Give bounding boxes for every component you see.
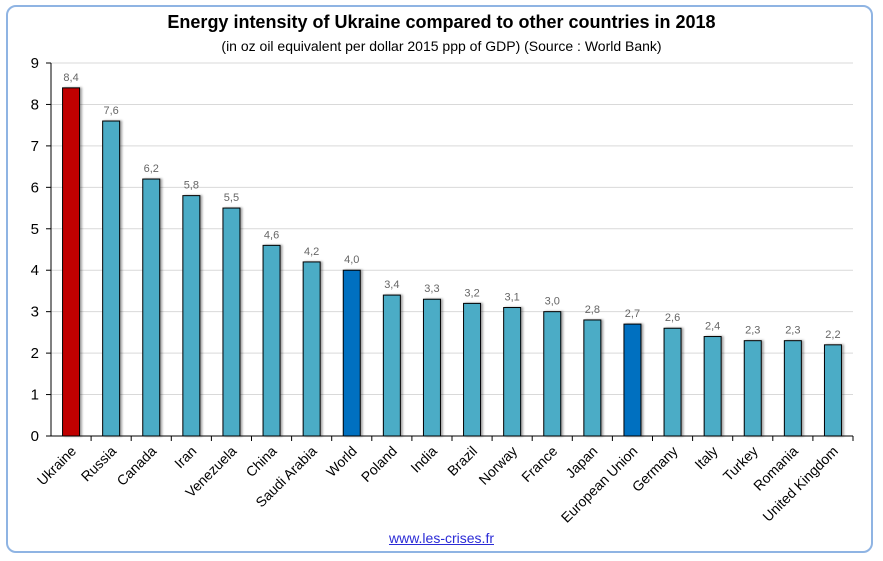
data-label: 5,5 bbox=[224, 192, 239, 204]
bar-japan bbox=[583, 319, 602, 437]
y-tick-label: 4 bbox=[31, 262, 39, 279]
bar-iran bbox=[182, 195, 201, 437]
bar-world bbox=[342, 269, 361, 437]
category-label: Brazil bbox=[444, 443, 480, 479]
chart-title: Energy intensity of Ukraine compared to … bbox=[167, 12, 716, 32]
data-label: 3,3 bbox=[424, 283, 439, 295]
category-label: India bbox=[407, 443, 440, 476]
bar-poland bbox=[382, 294, 401, 437]
category-label: Canada bbox=[113, 443, 159, 489]
data-labels: 8,4 7,6 6,2 5,8 5,5 4,6 4,2 4,0 3,4 3,3 3,2 3,1 3,0 2… bbox=[63, 72, 840, 341]
bar-china bbox=[262, 244, 281, 437]
bar-italy bbox=[703, 336, 722, 437]
data-label: 2,4 bbox=[705, 321, 720, 333]
category-label: Poland bbox=[358, 443, 400, 485]
y-tick-label: 0 bbox=[31, 428, 39, 445]
category-label: Iran bbox=[171, 443, 199, 471]
y-tick-label: 5 bbox=[31, 221, 39, 238]
bar-russia bbox=[102, 120, 121, 437]
bar-european-union bbox=[623, 323, 642, 437]
bar-france bbox=[543, 311, 562, 437]
data-label: 4,2 bbox=[304, 246, 319, 258]
data-label: 2,8 bbox=[585, 304, 600, 316]
axes bbox=[46, 62, 854, 441]
data-label: 8,4 bbox=[63, 72, 78, 84]
category-label: Ukraine bbox=[34, 443, 80, 489]
bar-turkey bbox=[743, 340, 762, 437]
category-label: Italy bbox=[691, 443, 720, 472]
category-label: United Kingdom bbox=[759, 443, 841, 525]
data-label: 2,3 bbox=[745, 325, 760, 337]
category-label: Norway bbox=[475, 443, 520, 488]
data-label: 3,4 bbox=[384, 279, 399, 291]
y-tick-label: 8 bbox=[31, 96, 39, 113]
data-label: 3,1 bbox=[505, 292, 520, 304]
gridlines bbox=[51, 62, 853, 396]
category-label: China bbox=[242, 443, 279, 480]
y-tick-label: 3 bbox=[31, 304, 39, 321]
data-label: 3,0 bbox=[545, 296, 560, 308]
bar-germany bbox=[663, 327, 682, 437]
y-tick-label: 2 bbox=[31, 345, 39, 362]
chart-subtitle: (in oz oil equivalent per dollar 2015 pp… bbox=[221, 38, 662, 54]
data-label: 7,6 bbox=[104, 105, 119, 117]
data-label: 3,2 bbox=[464, 287, 479, 299]
category-label: France bbox=[518, 443, 560, 485]
y-tick-labels: 0 1 2 3 4 5 6 7 8 9 bbox=[31, 55, 39, 445]
bar-ukraine bbox=[62, 87, 81, 437]
data-label: 4,0 bbox=[344, 254, 359, 266]
y-tick-label: 9 bbox=[31, 55, 39, 72]
bars bbox=[62, 87, 842, 437]
y-tick-label: 1 bbox=[31, 387, 39, 404]
y-tick-label: 6 bbox=[31, 179, 39, 196]
data-label: 6,2 bbox=[144, 163, 159, 175]
bar-canada bbox=[142, 178, 161, 437]
bar-united-kingdom bbox=[823, 344, 842, 437]
bar-india bbox=[422, 298, 441, 437]
source-link[interactable]: www.les-crises.fr bbox=[388, 530, 494, 546]
bar-romania bbox=[783, 340, 802, 437]
bar-venezuela bbox=[222, 207, 241, 437]
data-label: 2,2 bbox=[825, 329, 840, 341]
y-tick-label: 7 bbox=[31, 138, 39, 155]
data-label: 2,7 bbox=[625, 308, 640, 320]
bar-saudi-arabia bbox=[302, 261, 321, 437]
bar-brazil bbox=[463, 302, 482, 437]
category-label: Japan bbox=[562, 443, 600, 481]
category-label: World bbox=[323, 443, 360, 480]
data-label: 4,6 bbox=[264, 229, 279, 241]
data-label: 2,6 bbox=[665, 312, 680, 324]
data-label: 2,3 bbox=[785, 325, 800, 337]
bar-norway bbox=[503, 307, 522, 437]
data-label: 5,8 bbox=[184, 180, 199, 192]
